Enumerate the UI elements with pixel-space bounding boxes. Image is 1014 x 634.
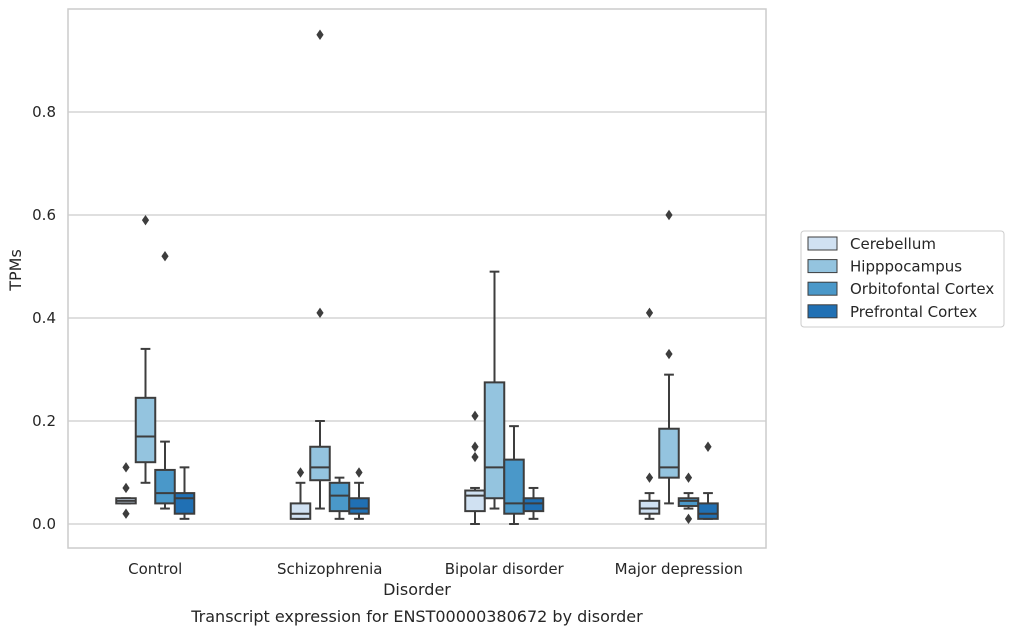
outlier-point [355,467,363,478]
box-prefrontal-cortex [697,441,719,520]
iqr-box [483,381,506,500]
box-cerebellum [115,462,137,519]
legend-swatch [807,281,838,296]
outlier-point [684,513,693,525]
iqr-box [697,502,719,520]
legend-label: Prefrontal Cortex [850,303,977,321]
box-hipppocampus [134,214,157,484]
outlier-point [122,508,130,519]
x-tick-label: Bipolar disorder [445,560,565,578]
x-axis-label: Disorder [383,580,451,599]
figure-caption: Transcript expression for ENST0000038067… [190,607,643,626]
legend-swatch [807,304,838,319]
y-tick-label: 0.0 [32,515,56,533]
y-tick-label: 0.4 [32,309,56,327]
outlier-point [665,348,673,360]
x-tick-labels: Control Schizophrenia Bipolar disorder Majo… [128,560,743,578]
iqr-box [289,502,312,520]
x-tick-label: Major depression [615,560,743,578]
outlier-point [645,472,654,483]
box-cerebellum [289,467,312,520]
iqr-box [503,458,525,515]
iqr-box [638,499,661,515]
outlier-point [665,209,673,221]
legend-swatch [807,259,838,274]
plot-frame [67,8,767,549]
iqr-box [328,481,351,513]
outlier-point [704,441,712,452]
x-tick-label: Schizophrenia [277,560,382,578]
y-axis-label: TPMs [6,249,25,292]
iqr-box [677,497,700,507]
outlier-point [316,307,324,319]
x-tick-label: Control [128,560,182,578]
iqr-box [309,445,331,482]
y-tick-label: 0.2 [32,412,56,430]
box-prefrontal-cortex [522,486,545,520]
box-orbitofontal-cortex [328,476,351,520]
legend: Cerebellum Hipppocampus Orbitofontal Corte… [800,230,1005,328]
outlier-point [161,251,169,262]
legend-frame [800,230,1005,328]
box-prefrontal-cortex [348,467,370,520]
legend-label: Hipppocampus [850,258,962,276]
gridlines [68,111,766,525]
box-orbitofontal-cortex [503,425,525,525]
iqr-box [464,489,486,513]
outlier-point [122,462,130,473]
box-cerebellum [638,307,661,520]
box-cerebellum [464,410,486,525]
box-hipppocampus [309,29,331,510]
box-prefrontal-cortex [173,466,196,520]
iqr-box [658,427,680,479]
box-groups [115,29,719,525]
iqr-box [348,497,370,515]
y-tick-label: 0.8 [32,103,56,121]
iqr-box [134,396,157,464]
outlier-point [471,451,479,463]
outlier-point [141,214,150,226]
box-orbitofontal-cortex [677,472,700,525]
legend-swatch [807,236,838,251]
box-hipppocampus [483,270,506,510]
outlier-point [471,441,479,452]
outlier-point [471,410,479,422]
legend-label: Cerebellum [850,235,936,253]
iqr-box [522,497,545,513]
outlier-point [684,472,693,483]
box-hipppocampus [658,209,680,505]
y-tick-labels: 0.0 0.2 0.4 0.6 0.8 [32,103,56,533]
outlier-point [316,29,324,40]
legend-label: Orbitofontal Cortex [850,280,994,298]
outlier-point [122,482,130,494]
iqr-box [173,492,196,515]
box-orbitofontal-cortex [154,251,176,510]
outlier-point [645,307,654,319]
outlier-point [296,467,305,478]
iqr-box [154,468,176,505]
y-tick-label: 0.6 [32,206,56,224]
